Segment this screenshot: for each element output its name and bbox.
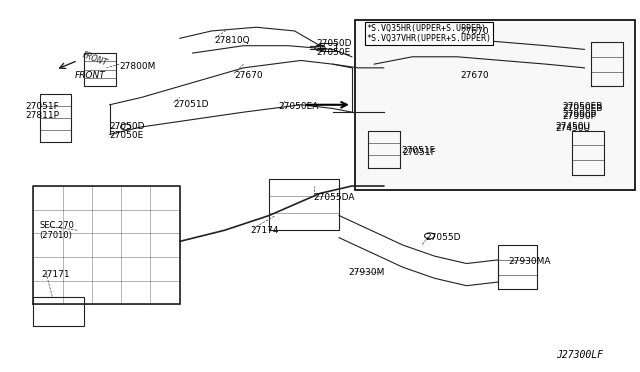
Text: 27810Q: 27810Q — [215, 36, 250, 45]
Text: 27450U: 27450U — [556, 124, 591, 133]
Text: 27051F: 27051F — [26, 102, 60, 111]
Text: J27300LF: J27300LF — [556, 350, 603, 359]
Text: 27171: 27171 — [41, 270, 70, 279]
Text: *S.VQ35HR(UPPER+S.UPPER)
*S.VQ37VHR(UPPER+S.UPPER): *S.VQ35HR(UPPER+S.UPPER) *S.VQ37VHR(UPPE… — [367, 23, 492, 43]
Text: 27055DA: 27055DA — [314, 193, 355, 202]
Text: 27811P: 27811P — [26, 111, 60, 121]
Text: 27050EA: 27050EA — [278, 102, 319, 111]
Text: 27450U: 27450U — [556, 122, 591, 131]
Text: FRONT: FRONT — [75, 71, 106, 80]
Text: 27050E: 27050E — [109, 131, 144, 140]
Text: 27051D: 27051D — [173, 100, 209, 109]
Text: 27050E: 27050E — [317, 48, 351, 57]
Text: 27174: 27174 — [250, 226, 278, 235]
Text: FRONT: FRONT — [81, 51, 109, 68]
Text: 27050EB: 27050EB — [562, 102, 602, 111]
Text: 27050D: 27050D — [317, 39, 352, 48]
Text: 27670: 27670 — [460, 71, 489, 80]
Text: 27930M: 27930M — [349, 268, 385, 277]
Text: 27055D: 27055D — [425, 233, 461, 242]
Bar — [355, 20, 636, 190]
Text: 27670: 27670 — [234, 71, 262, 80]
Text: 27050EB: 27050EB — [562, 104, 602, 113]
Text: SEC.270
(27010): SEC.270 (27010) — [40, 221, 74, 240]
Text: 27990P: 27990P — [562, 109, 596, 119]
Bar — [320, 43, 336, 51]
Text: 27670: 27670 — [460, 27, 489, 36]
Text: 27051F: 27051F — [401, 147, 435, 155]
Text: 27800M: 27800M — [119, 61, 156, 71]
Text: 27930MA: 27930MA — [508, 257, 550, 266]
Text: 27051F: 27051F — [403, 148, 436, 157]
Text: 27990P: 27990P — [562, 112, 596, 121]
Text: 27050D: 27050D — [109, 122, 145, 131]
